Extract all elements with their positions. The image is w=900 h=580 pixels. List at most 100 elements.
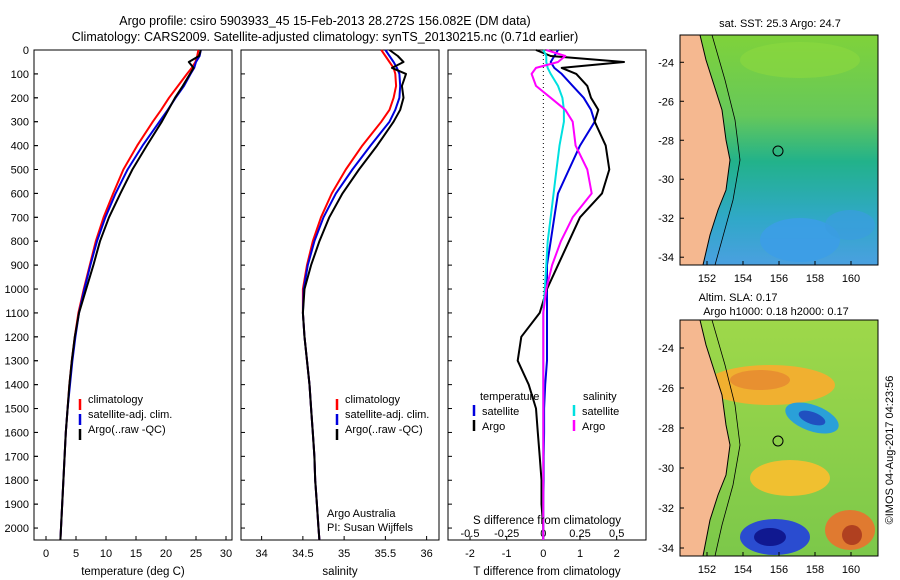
lat-tick-label: -32 [658,503,674,515]
depth-tick-label: 1500 [5,404,29,416]
x-tick-label: 30 [220,548,232,560]
difference-plot: -2 -1 0 1 2-0.5 -0.25 0 0.25 0.5 [448,49,625,560]
depth-tick-label: 1000 [5,284,29,296]
lat-tick-label: -26 [658,383,674,395]
x-tick-label: 34 [256,548,268,560]
legend-argo: Argo(..raw -QC) [88,424,166,436]
x-tick-label: 5 [73,548,79,560]
sla-map-title-1: Altim. SLA: 0.17 [699,292,778,304]
annotation-argo-australia: Argo Australia [327,508,396,520]
t-difference-label: T difference from climatology [473,566,620,578]
sst-map-ticks: -24 -26 -28 -30 -32 -34 152 154 156 158 160 [658,57,860,285]
salinity-plot: 34 34.5 35 35.5 36 [241,49,433,560]
s-difference-label: S difference from climatology [473,515,621,527]
sst-isobath [711,35,741,265]
credit-text: ©IMOS 04-Aug-2017 04:23:56 [884,376,896,525]
x-tick-label: 2 [614,548,620,560]
salinity-axes-frame [240,49,440,541]
sst-land-coast [680,35,731,265]
lon-tick-label: 156 [770,564,788,576]
depth-tick-label: 900 [11,260,29,272]
difference-panel: -2 -1 0 1 2-0.5 -0.25 0 0.25 0.5 S difference fr… [447,49,647,578]
depth-tick-label: 200 [11,93,29,105]
x-tick-label: 15 [130,548,142,560]
depth-tick-label: 700 [11,212,29,224]
x-tick-label: 35 [338,548,350,560]
depth-tick-label: 400 [11,141,29,153]
series-line-temperature-argo [516,49,625,540]
s-tick-label: -0.5 [461,528,480,540]
sst-map-title: sat. SST: 25.3 Argo: 24.7 [719,18,841,30]
lon-tick-label: 158 [806,564,824,576]
lon-tick-label: 160 [842,273,860,285]
depth-tick-label: 1400 [5,380,29,392]
s-tick-label: 0.5 [609,528,624,540]
title-line-2: Climatology: CARS2009. Satellite-adjuste… [72,30,579,44]
lat-tick-label: -34 [658,252,674,264]
depth-tick-label: 1900 [5,499,29,511]
lat-tick-label: -28 [658,135,674,147]
x-tick-label: 35.5 [375,548,396,560]
x-tick-label: 20 [160,548,172,560]
lon-tick-label: 152 [698,564,716,576]
sst-cool-patch [760,218,840,262]
temperature-legend: climatology satellite-adj. clim. Argo(..… [78,394,172,440]
lat-tick-label: -34 [658,543,674,555]
depth-tick-label: 1200 [5,332,29,344]
depth-tick-label: 1700 [5,451,29,463]
x-tick-label: -2 [465,548,475,560]
sla-profile-location [772,435,784,447]
sla-map: Altim. SLA: 0.17 Argo h1000: 0.18 h2000:… [658,292,879,576]
legend-satellite: satellite-adj. clim. [88,409,172,421]
depth-tick-label: 800 [11,236,29,248]
series-line-salinity-argo [530,49,593,540]
x-tick-label: 36 [421,548,433,560]
x-tick-label: 0 [540,548,546,560]
depth-tick-label: 0 [23,45,29,57]
legend-climatology: climatology [345,394,401,406]
depth-tick-label: 1800 [5,475,29,487]
lat-tick-label: -24 [658,343,674,355]
x-tick-label: 10 [100,548,112,560]
lon-tick-label: 156 [770,273,788,285]
sst-profile-location [772,145,784,157]
lon-tick-label: 158 [806,273,824,285]
annotation-pi: PI: Susan Wijffels [327,522,413,534]
sla-low-core [754,528,786,546]
sla-isobath [711,320,741,556]
lat-tick-label: -30 [658,174,674,186]
legend-climatology: climatology [88,394,144,406]
legend-sal-satellite: satellite [582,406,619,418]
temperature-axes-frame [33,49,233,541]
depth-tick-label: 2000 [5,523,29,535]
depth-tick-label: 600 [11,188,29,200]
salinity-legend: climatology satellite-adj. clim. Argo(..… [335,394,429,440]
difference-legend: temperature salinity satellite Argo sate… [472,391,619,433]
temperature-panel: 0100200300400500600700800900100011001200… [5,45,233,578]
temperature-xlabel: temperature (deg C) [81,566,185,578]
series-line-satellite [301,49,402,541]
sla-map-title-2: Argo h1000: 0.18 h2000: 0.17 [703,306,849,318]
sst-cool-patch [825,210,875,240]
sla-high-core [842,525,862,545]
depth-tick-label: 1100 [5,308,29,320]
legend-argo: Argo(..raw -QC) [345,424,423,436]
salinity-panel: 34 34.5 35 35.5 36 salinity climatology sate… [240,49,440,578]
legend-temp-argo: Argo [482,421,505,433]
series-line-climatology [59,49,200,541]
legend-temperature-head: temperature [480,391,539,403]
lon-tick-label: 154 [734,564,752,576]
sla-high-eddy [750,460,830,496]
x-tick-label: 1 [577,548,583,560]
title-line-1: Argo profile: csiro 5903933_45 15-Feb-20… [119,14,530,28]
x-tick-label: -1 [502,548,512,560]
sla-map-ticks: -24 -26 -28 -30 -32 -34 152 154 156 158 160 [658,343,860,576]
lat-tick-label: -26 [658,96,674,108]
legend-sal-argo: Argo [582,421,605,433]
depth-tick-label: 1300 [5,356,29,368]
series-line-argo [301,49,407,541]
legend-temp-satellite: satellite [482,406,519,418]
depth-tick-labels: 0 100 200 300 400 500 600 700 800 900 1000 1100 1200… [5,45,38,535]
depth-tick-label: 300 [11,117,29,129]
lon-tick-label: 160 [842,564,860,576]
